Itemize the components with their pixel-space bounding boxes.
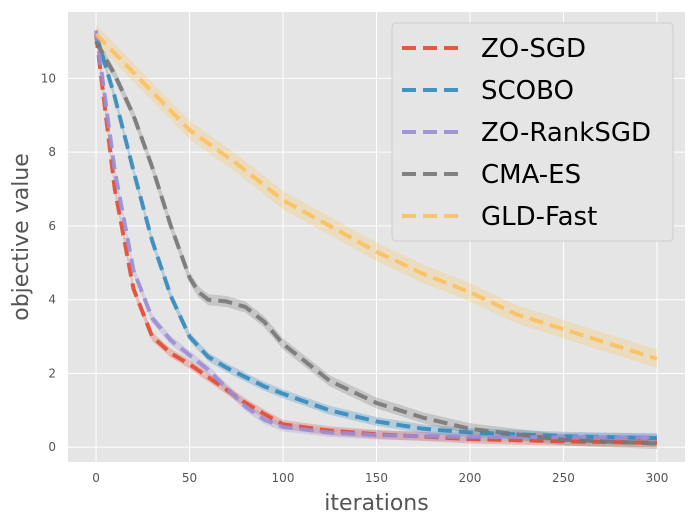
y-tick-label: 0 [48, 440, 56, 454]
x-tick-label: 300 [646, 471, 669, 485]
legend-label-gld-fast: GLD-Fast [481, 202, 597, 232]
line-zo-sgd [94, 33, 657, 445]
legend-label-cma-es: CMA-ES [481, 160, 581, 190]
confidence-bands [96, 24, 657, 450]
legend: ZO-SGD SCOBO ZO-RankSGD CMA-ES GLD-Fast [391, 22, 674, 242]
x-tick-label: 50 [182, 471, 197, 485]
x-tick-labels: 0 50 100 150 200 250 300 [92, 471, 668, 485]
legend-box [391, 22, 674, 242]
x-tick-label: 0 [92, 471, 100, 485]
y-tick-label: 4 [48, 293, 56, 307]
x-tick-label: 250 [552, 471, 575, 485]
legend-label-scobo: SCOBO [481, 76, 574, 106]
x-axis-label: iterations [324, 491, 428, 516]
y-tick-label: 10 [41, 71, 56, 85]
x-tick-label: 200 [459, 471, 482, 485]
y-tick-labels: 0 2 4 6 8 10 [41, 71, 56, 454]
line-zo-ranksgd [94, 30, 657, 440]
line-gld-fast [94, 32, 658, 361]
legend-label-zo-ranksgd: ZO-RankSGD [481, 118, 651, 148]
y-axis-label: objective value [9, 153, 34, 321]
x-tick-label: 100 [272, 471, 295, 485]
line-scobo [94, 33, 657, 441]
legend-label-zo-sgd: ZO-SGD [481, 34, 586, 64]
y-tick-label: 2 [48, 366, 56, 380]
band-gld-fast [96, 24, 657, 368]
x-tick-label: 150 [365, 471, 388, 485]
series-lines [94, 30, 658, 446]
y-tick-label: 8 [48, 145, 56, 159]
y-tick-label: 6 [48, 219, 56, 233]
line-cma-es [94, 40, 658, 446]
